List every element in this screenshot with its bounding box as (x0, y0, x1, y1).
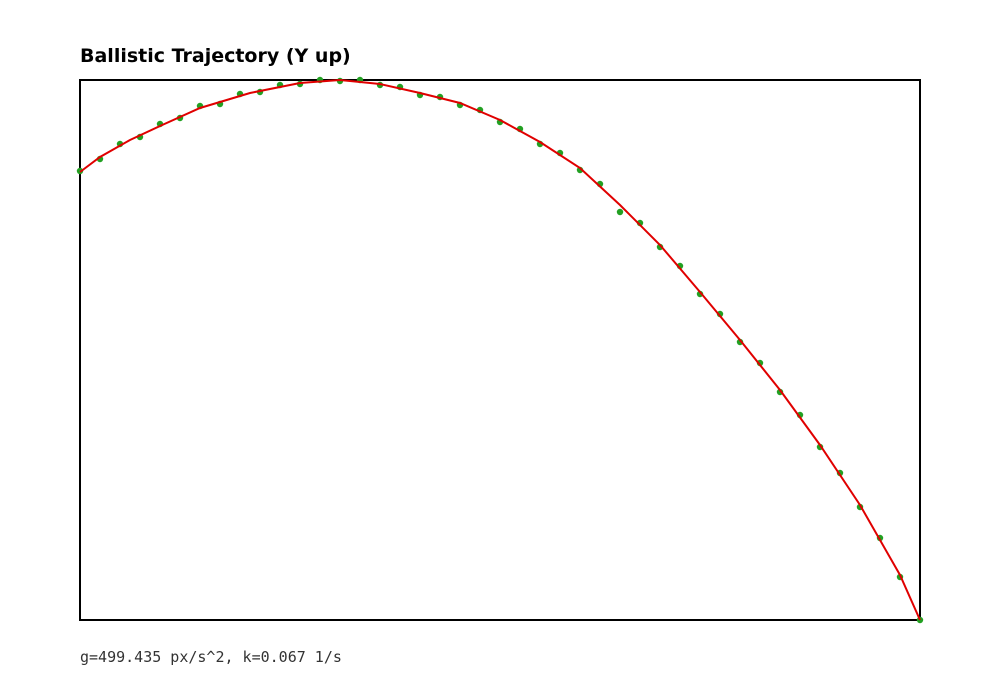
plot-area (76, 76, 924, 624)
data-point (616, 208, 624, 216)
fit-annotation: g=499.435 px/s^2, k=0.067 1/s (80, 648, 342, 666)
plot-frame (79, 79, 921, 621)
chart-title: Ballistic Trajectory (Y up) (80, 45, 351, 67)
fit-line (79, 78, 921, 621)
